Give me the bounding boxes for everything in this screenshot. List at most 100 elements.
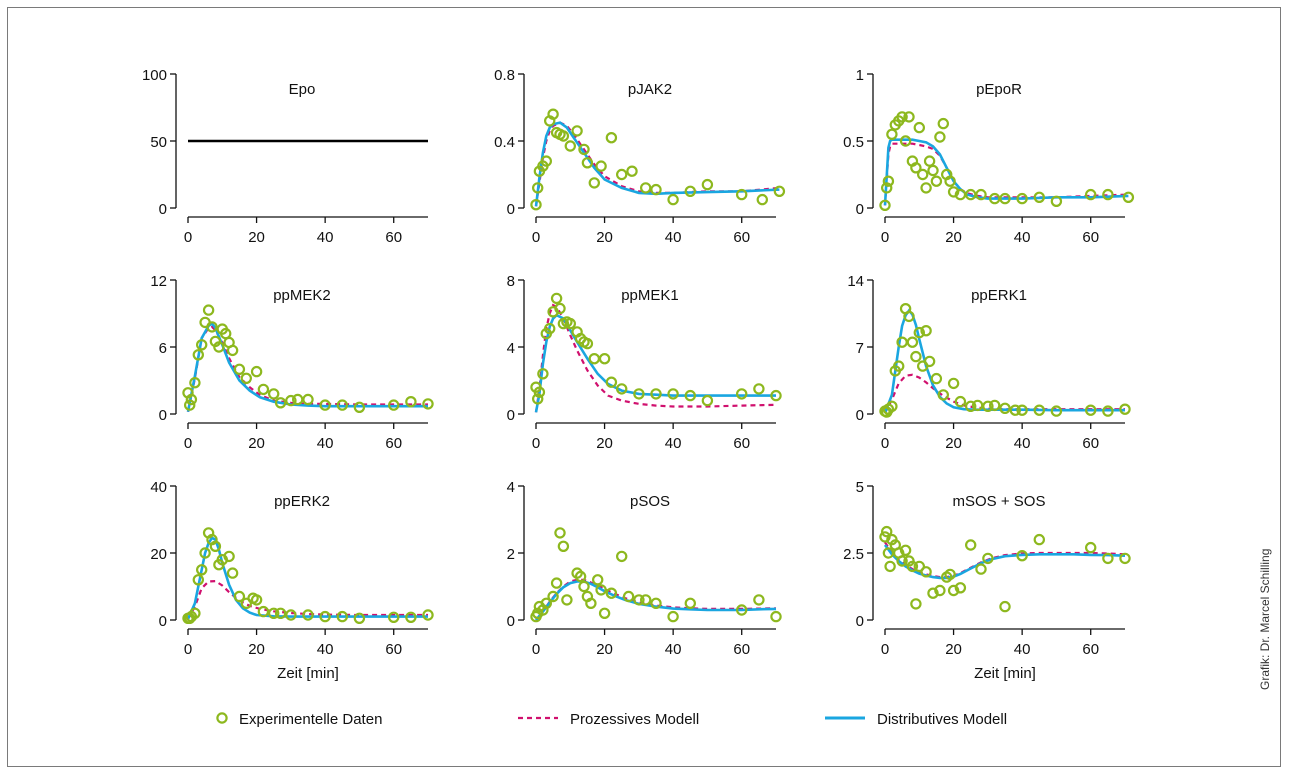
data-point: [268, 388, 280, 400]
data-point: [616, 550, 628, 563]
data-point: [975, 563, 987, 575]
data-point: [1016, 192, 1028, 205]
data-point: [268, 607, 280, 620]
data-point: [388, 399, 400, 411]
data-point: [605, 131, 618, 144]
data-point: [533, 386, 546, 398]
data-point: [192, 349, 204, 361]
x-tick-label: 40: [665, 435, 682, 452]
data-point: [753, 383, 765, 395]
x-tick-label: 0: [881, 435, 889, 452]
data-point: [917, 168, 929, 181]
data-point: [192, 574, 204, 586]
data-point: [581, 157, 594, 169]
data-point: [736, 388, 748, 400]
data-point: [1119, 403, 1131, 415]
data-point: [971, 399, 984, 412]
data-point: [906, 560, 919, 573]
data-point: [927, 587, 939, 599]
data-point: [605, 587, 618, 599]
data-point: [930, 175, 943, 187]
data-point: [736, 188, 748, 201]
data-point: [561, 594, 573, 606]
data-point: [578, 580, 590, 593]
data-point: [285, 609, 297, 621]
data-point: [982, 400, 994, 412]
data-point: [1102, 552, 1114, 565]
y-tick-label: 0: [507, 201, 515, 218]
x-tick-label: 40: [1014, 229, 1031, 246]
x-tick-label: 60: [1082, 435, 1099, 452]
data-point: [564, 317, 577, 330]
y-tick-label: 20: [150, 546, 167, 563]
x-tick-label: 60: [1082, 229, 1099, 246]
panel-title: ppMEK2: [273, 287, 331, 304]
y-tick-label: 0: [159, 407, 167, 424]
x-tick-label: 20: [945, 641, 962, 658]
data-point: [405, 396, 417, 408]
distributive-model-line: [186, 536, 428, 620]
figure-frame: [7, 7, 1281, 767]
data-point: [550, 292, 563, 305]
data-point: [947, 584, 960, 597]
data-point: [1119, 552, 1131, 565]
data-point: [923, 155, 936, 167]
processive-model-line: [534, 303, 777, 413]
y-tick-label: 2: [507, 546, 515, 563]
data-point: [934, 584, 946, 597]
data-point: [274, 607, 287, 620]
data-point: [684, 597, 697, 610]
data-point: [530, 198, 542, 211]
data-point: [223, 550, 235, 563]
data-point: [899, 544, 912, 557]
data-point: [650, 183, 662, 196]
data-point: [557, 540, 570, 553]
processive-model-line: [186, 325, 428, 413]
data-point: [975, 188, 987, 201]
x-tick-label: 20: [248, 229, 265, 246]
data-point: [285, 394, 297, 407]
x-tick-label: 60: [733, 435, 750, 452]
data-point: [388, 611, 400, 624]
data-point: [213, 341, 225, 353]
data-point: [633, 594, 645, 606]
data-point: [667, 388, 679, 400]
y-tick-label: 7: [856, 340, 864, 357]
x-tick-label: 20: [596, 641, 613, 658]
y-tick-label: 2.5: [843, 546, 864, 563]
data-point: [954, 395, 967, 408]
data-point: [879, 199, 891, 211]
data-point: [989, 399, 1001, 412]
data-point: [650, 388, 662, 400]
data-point: [554, 527, 566, 539]
chart-panel-6: 0 20 40 0 20 40 60 ppERK2 Zeit [min]: [150, 479, 434, 682]
chart-panel-0: 0 50 100 0 20 40 60 Epo: [142, 67, 428, 246]
data-point: [906, 336, 919, 348]
data-point: [910, 162, 922, 174]
chart-panel-8: 0 2.5 5 0 20 40 60 mSOS + SOS Zeit [min]: [843, 479, 1131, 682]
data-point: [920, 182, 932, 194]
data-point: [274, 397, 287, 409]
x-tick-label: 60: [385, 229, 402, 246]
data-point: [532, 393, 544, 405]
distributive-model-line: [883, 544, 1126, 580]
data-point: [1016, 404, 1028, 416]
data-point: [195, 339, 208, 351]
data-point: [930, 372, 943, 385]
data-point: [588, 177, 601, 189]
legend-data-marker: [216, 712, 228, 724]
y-tick-label: 40: [150, 479, 167, 496]
data-point: [937, 389, 950, 401]
data-point: [226, 344, 239, 357]
x-tick-label: 40: [317, 641, 334, 658]
x-axis-label: Zeit [min]: [277, 665, 339, 682]
x-axis-label: Zeit [min]: [974, 665, 1036, 682]
data-point: [547, 108, 559, 120]
data-point: [585, 597, 597, 610]
data-point: [1084, 541, 1097, 554]
y-tick-label: 5: [856, 479, 864, 496]
x-tick-label: 0: [184, 229, 192, 246]
legend-processive-label: Prozessives Modell: [570, 711, 699, 728]
chart-panel-3: 0 6 12 0 20 40 60 ppMEK2: [150, 273, 434, 452]
data-point: [756, 193, 769, 206]
